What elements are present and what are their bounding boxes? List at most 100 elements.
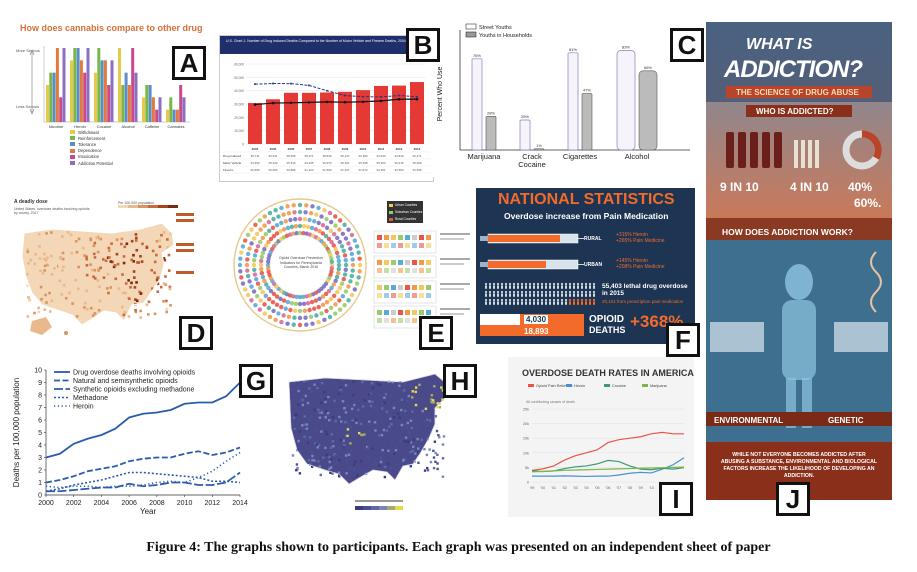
chart-e-table-cell <box>426 235 431 240</box>
panel-h-county <box>292 416 296 420</box>
panel-d-county <box>97 308 101 312</box>
chart-e-cell <box>304 203 309 208</box>
chart-e-cell <box>343 289 349 294</box>
chart-g-ytick: 5 <box>38 430 42 437</box>
chart-e-cell <box>292 308 298 313</box>
panel-h-county <box>380 433 384 437</box>
chart-e-cell <box>335 270 341 276</box>
panel-f-person-head <box>592 298 596 302</box>
chart-e-cell <box>314 212 319 217</box>
panel-h-county <box>420 438 423 442</box>
chart-e-cell <box>255 281 261 286</box>
panel-h-county <box>441 389 445 392</box>
chart-b-table-cell: 30,711 <box>251 154 260 158</box>
panel-f-urban-label: URBAN <box>584 262 603 268</box>
panel-h-county <box>345 459 348 462</box>
panel-d-county <box>140 260 144 263</box>
chart-e-table-cell <box>384 235 389 240</box>
panel-f-person-head <box>524 298 528 302</box>
panel-f-person-body <box>501 301 503 305</box>
panel-d-county <box>153 312 157 316</box>
panel-d-county <box>123 245 127 249</box>
panel-d-county <box>46 243 50 247</box>
chart-e-table-note <box>440 238 464 240</box>
panel-h-county <box>318 416 322 419</box>
panel-h-county <box>426 437 429 441</box>
panel-d-county <box>74 240 78 243</box>
panel-f-person-body <box>493 285 495 289</box>
chart-e-cell <box>354 281 360 286</box>
chart-e-legend-label: Urban Counties <box>395 203 418 207</box>
chart-e <box>233 198 470 332</box>
chart-a-bar <box>151 97 155 122</box>
panel-j-stat2: 4 IN 10 <box>790 180 829 194</box>
chart-e-cell <box>331 243 336 248</box>
panel-j-cigarette <box>815 140 819 168</box>
panel-d-county <box>135 236 138 240</box>
panel-f-person-body <box>593 293 595 297</box>
panel-d-county <box>155 253 158 257</box>
panel-f-person-body <box>489 285 491 289</box>
panel-d-county <box>115 238 119 242</box>
panel-h-county <box>363 399 366 402</box>
chart-c-xtick: Alcohol <box>625 152 650 161</box>
chart-e-table-cell <box>384 243 389 248</box>
chart-e-cell <box>328 219 334 225</box>
chart-b-table-cell: 39,147 <box>340 154 350 158</box>
panel-d-county <box>139 292 143 295</box>
panel-h-county <box>403 383 407 386</box>
panel-f-person-body <box>497 293 499 297</box>
chart-e-table-cell <box>391 235 396 240</box>
chart-e-cell <box>279 220 284 226</box>
chart-b-table-cell: 31,593 <box>322 168 332 172</box>
panel-d-county <box>37 236 41 240</box>
chart-e-table-cell <box>398 285 403 290</box>
chart-e-table-cell <box>377 310 382 315</box>
chart-e-cell <box>348 246 353 251</box>
chart-e-cell <box>286 210 292 216</box>
chart-e-cell <box>308 314 314 320</box>
panel-h-county <box>315 443 319 446</box>
panel-d-county <box>107 249 111 253</box>
panel-d-county <box>93 277 97 280</box>
panel-f-person-body <box>577 293 579 297</box>
panel-g-xlabel: Year <box>140 507 157 516</box>
chart-e-cell <box>346 284 351 289</box>
panel-f-person-head <box>540 290 544 294</box>
chart-e-table-cell <box>405 260 410 265</box>
panel-h-county <box>334 454 337 457</box>
chart-e-cell <box>283 306 288 311</box>
panel-h-county <box>403 440 407 443</box>
chart-e-cell <box>349 251 355 257</box>
chart-e-cell <box>333 278 338 284</box>
chart-e-cell <box>329 239 334 245</box>
panel-h-county <box>404 409 407 413</box>
panel-d-county <box>61 241 64 245</box>
panel-h-county <box>371 400 374 404</box>
panel-d-county <box>107 291 110 295</box>
panel-h-county <box>406 421 410 425</box>
panel-f-person-body <box>585 293 587 297</box>
panel-f-person-body <box>589 285 591 289</box>
chart-a-bar <box>172 109 176 122</box>
panel-f-person-body <box>545 293 547 297</box>
chart-e-cell <box>271 233 277 239</box>
chart-a-bar <box>86 48 90 122</box>
panel-d-county <box>102 276 106 280</box>
chart-e-cell <box>260 250 266 256</box>
chart-e-cell <box>297 230 303 236</box>
chart-a-legend-label: Addiction Potential <box>78 160 113 166</box>
panel-d-county <box>98 285 101 289</box>
panel-h-county <box>324 415 327 419</box>
panel-j-stat1: 9 IN 10 <box>720 180 759 194</box>
panel-d-county <box>113 264 117 267</box>
panel-h-county <box>296 448 299 452</box>
panel-d-county <box>114 277 118 281</box>
chart-e-cell <box>249 241 254 246</box>
chart-e-cell <box>304 322 309 327</box>
panel-d-county <box>135 248 139 252</box>
panel-f-person-body <box>545 285 547 289</box>
panel-d-county <box>43 308 46 311</box>
chart-e-table-cell <box>426 293 431 298</box>
panel-h-county <box>405 426 408 430</box>
